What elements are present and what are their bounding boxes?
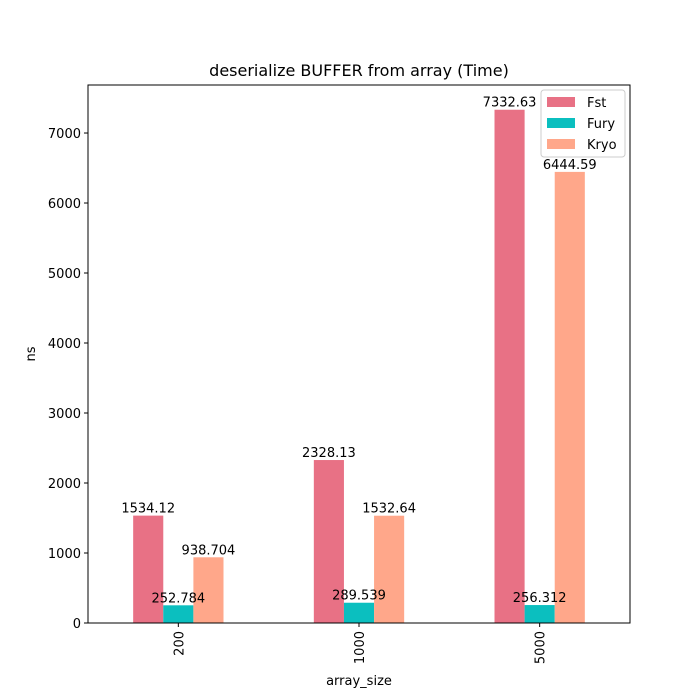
data-label: 2328.13 [302, 446, 356, 461]
legend-swatch-kryo [547, 139, 575, 149]
y-tick-label: 7000 [48, 127, 81, 142]
bar-fury-1000 [343, 602, 375, 623]
chart-title: deserialize BUFFER from array (Time) [209, 61, 509, 80]
y-tick-label: 6000 [48, 197, 81, 212]
legend: Fst Fury Kryo [540, 89, 626, 158]
y-tick-label: 3000 [48, 407, 81, 422]
y-tick-label: 0 [73, 617, 81, 632]
bar-kryo-1000 [374, 515, 405, 623]
x-axis-label: array_size [326, 674, 392, 689]
bar-kryo-200 [193, 557, 224, 623]
bar-fury-200 [163, 605, 194, 623]
y-tick-label: 1000 [48, 547, 81, 562]
x-tick-label: 1000 [353, 631, 368, 664]
bar-fury-5000 [524, 605, 555, 623]
data-label: 289.539 [332, 589, 386, 604]
bar-fst-200 [133, 515, 164, 623]
legend-label: Fury [587, 117, 615, 132]
y-tick-label: 2000 [48, 477, 81, 492]
data-label: 252.784 [151, 591, 205, 606]
data-label: 7332.63 [483, 96, 537, 111]
data-label: 256.312 [513, 591, 567, 606]
x-tick-label: 5000 [534, 631, 549, 664]
data-label: 938.704 [182, 543, 236, 558]
data-label: 6444.59 [543, 158, 597, 173]
bar-fst-5000 [494, 109, 525, 623]
bar-fst-1000 [313, 460, 344, 623]
y-tick-label: 4000 [48, 337, 81, 352]
legend-swatch-fst [547, 97, 575, 107]
y-axis-label: ns [24, 346, 39, 361]
legend-label: Fst [587, 96, 606, 111]
bar-kryo-5000 [554, 171, 585, 624]
legend-swatch-fury [547, 118, 575, 128]
x-tick-label: 200 [172, 631, 187, 656]
legend-label: Kryo [587, 138, 617, 153]
y-tick-label: 5000 [48, 267, 81, 282]
data-label: 1532.64 [362, 502, 416, 517]
data-label: 1534.12 [121, 502, 175, 517]
